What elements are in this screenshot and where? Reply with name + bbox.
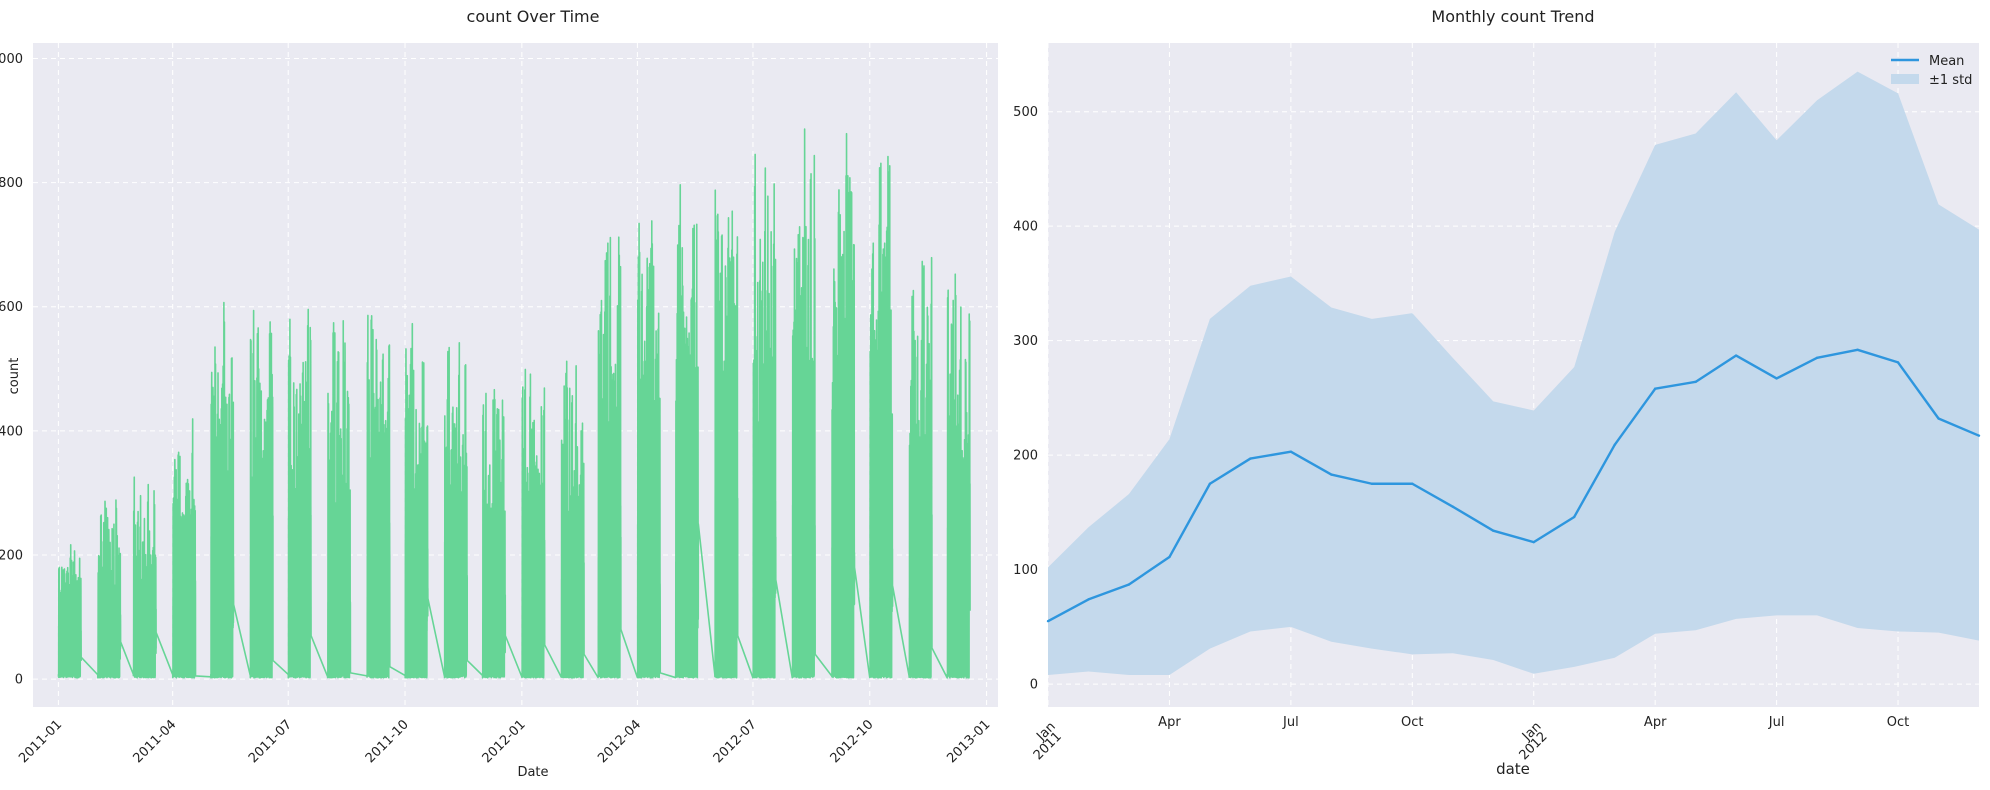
mean-point: [1127, 583, 1131, 586]
legend-mean-label: Mean: [1929, 54, 1964, 69]
mean-point: [1087, 598, 1090, 601]
right-y-tick-label: 400: [1013, 220, 1038, 235]
right-x-tick-label: Apr: [1158, 715, 1181, 730]
right-y-tick-label: 300: [1013, 334, 1038, 349]
mean-point: [1330, 473, 1333, 476]
mean-point: [1411, 482, 1414, 485]
left-x-tick-label: 2011-07: [246, 717, 295, 766]
left-y-ticks: 0 200 400 600 800 1000: [0, 52, 23, 688]
left-y-tick-label: 400: [0, 424, 23, 439]
left-y-axis-label: count: [7, 358, 22, 395]
right-series: [1046, 71, 1981, 675]
left-y-tick-label: 600: [0, 300, 23, 315]
right-x-axis-label: date: [1496, 760, 1530, 778]
mean-point: [1168, 555, 1171, 559]
right-y-tick-label: 100: [1013, 563, 1038, 578]
mean-line: [1047, 348, 1980, 623]
mean-point: [1653, 387, 1657, 390]
left-x-tick-label: 2011-04: [130, 717, 179, 766]
left-chart-panel: 02004006008001000 2011-012011-042011-072…: [0, 7, 998, 780]
mean-point: [1694, 380, 1697, 384]
mean-point: [1896, 361, 1900, 364]
mean-point: [1937, 417, 1940, 420]
mean-point: [1208, 482, 1212, 485]
left-y-tick-label: 200: [0, 548, 23, 563]
right-x-tick-label: Apr: [1644, 715, 1667, 730]
left-x-tick-label: 2012-04: [595, 717, 644, 766]
left-x-tick-label: 2013-01: [944, 717, 993, 766]
mean-point: [1613, 443, 1616, 447]
mean-point: [1370, 482, 1374, 485]
right-y-tick-label: 500: [1013, 105, 1038, 120]
left-x-tick-label: 2011-10: [363, 717, 412, 766]
left-y-tick-label: 1000: [0, 52, 23, 67]
left-series-line: [57, 128, 971, 679]
mean-point: [1977, 434, 1981, 437]
right-x-tick-label: Oct: [1887, 715, 1909, 730]
mean-point: [1289, 450, 1293, 453]
right-y-tick-label: 0: [1030, 678, 1038, 693]
mean-point: [1046, 619, 1050, 623]
right-y-ticks: 0 100 200 300 400 500: [1013, 105, 1038, 692]
legend-std-swatch: [1891, 74, 1919, 84]
mean-point: [1815, 356, 1819, 360]
right-chart-title: Monthly count Trend: [1431, 7, 1594, 26]
legend-std-label: ±1 std: [1929, 73, 1972, 88]
left-x-ticks: 2011-01 2011-04 2011-07 2011-10 2012-01 2012-…: [16, 717, 993, 766]
left-x-tick-label: 2011-01: [16, 717, 65, 766]
left-y-tick-label: 0: [15, 673, 23, 688]
right-legend: Mean ±1 std: [1891, 54, 1972, 88]
left-y-tick-label: 800: [0, 176, 23, 191]
right-x-tick-label: Jul: [1768, 715, 1785, 730]
mean-point: [1573, 515, 1576, 519]
mean-point: [1532, 540, 1535, 544]
left-x-tick-label: 2012-07: [711, 717, 760, 766]
mean-point: [1492, 529, 1495, 532]
mean-point: [1734, 354, 1738, 357]
mean-point: [1856, 348, 1859, 352]
right-y-tick-label: 200: [1013, 449, 1038, 464]
left-x-axis-label: Date: [517, 765, 548, 780]
mean-point: [1249, 457, 1252, 460]
right-x-tick-label: Oct: [1401, 715, 1423, 730]
right-x-tick-label: Jul: [1282, 715, 1299, 730]
mean-point: [1775, 377, 1778, 380]
left-chart-title: count Over Time: [467, 7, 600, 26]
left-x-tick-label: 2012-10: [828, 717, 877, 766]
left-x-tick-label: 2012-01: [480, 717, 529, 766]
mean-point: [1451, 505, 1454, 508]
left-series-count: [57, 128, 971, 679]
std-band-area: [1048, 71, 1979, 675]
